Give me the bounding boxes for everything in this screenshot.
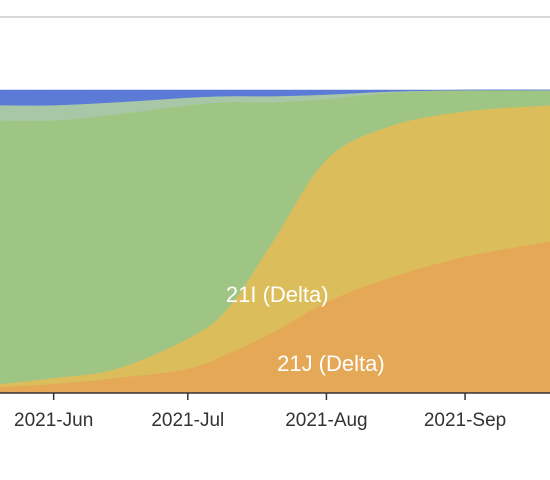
x-tick-label: 2021-Sep xyxy=(424,410,506,431)
annotation-21j-delta: 21J (Delta) xyxy=(277,351,385,376)
annotation-21i-delta: 21I (Delta) xyxy=(226,282,329,307)
x-tick-label: 2021-Aug xyxy=(285,410,367,431)
x-axis-ticks: 2021-Jun 2021-Jul 2021-Aug 2021-Sep xyxy=(14,393,506,431)
annotations: 21I (Delta) 21J (Delta) xyxy=(226,282,385,376)
x-tick-label: 2021-Jun xyxy=(14,410,93,431)
area-layers xyxy=(0,89,550,394)
x-tick-label: 2021-Jul xyxy=(151,410,224,431)
